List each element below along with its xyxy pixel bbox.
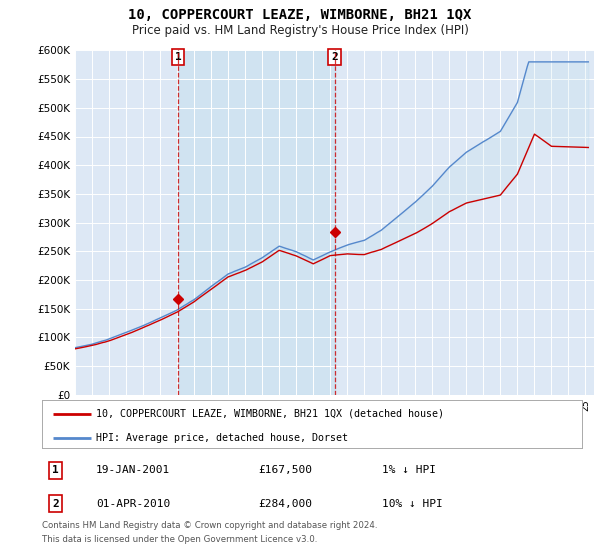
Text: 1: 1 — [175, 52, 181, 62]
Text: £284,000: £284,000 — [258, 499, 312, 509]
Text: 1: 1 — [52, 465, 59, 475]
Text: Contains HM Land Registry data © Crown copyright and database right 2024.: Contains HM Land Registry data © Crown c… — [42, 521, 377, 530]
Text: HPI: Average price, detached house, Dorset: HPI: Average price, detached house, Dors… — [96, 432, 348, 442]
Text: 10% ↓ HPI: 10% ↓ HPI — [382, 499, 443, 509]
Text: 10, COPPERCOURT LEAZE, WIMBORNE, BH21 1QX: 10, COPPERCOURT LEAZE, WIMBORNE, BH21 1Q… — [128, 8, 472, 22]
Text: Price paid vs. HM Land Registry's House Price Index (HPI): Price paid vs. HM Land Registry's House … — [131, 24, 469, 36]
Text: 10, COPPERCOURT LEAZE, WIMBORNE, BH21 1QX (detached house): 10, COPPERCOURT LEAZE, WIMBORNE, BH21 1Q… — [96, 409, 444, 419]
Text: 2: 2 — [331, 52, 338, 62]
Text: 2: 2 — [52, 499, 59, 509]
Bar — [178, 50, 335, 395]
Text: 19-JAN-2001: 19-JAN-2001 — [96, 465, 170, 475]
Text: £167,500: £167,500 — [258, 465, 312, 475]
Text: 1% ↓ HPI: 1% ↓ HPI — [382, 465, 436, 475]
Text: 01-APR-2010: 01-APR-2010 — [96, 499, 170, 509]
Text: This data is licensed under the Open Government Licence v3.0.: This data is licensed under the Open Gov… — [42, 535, 317, 544]
